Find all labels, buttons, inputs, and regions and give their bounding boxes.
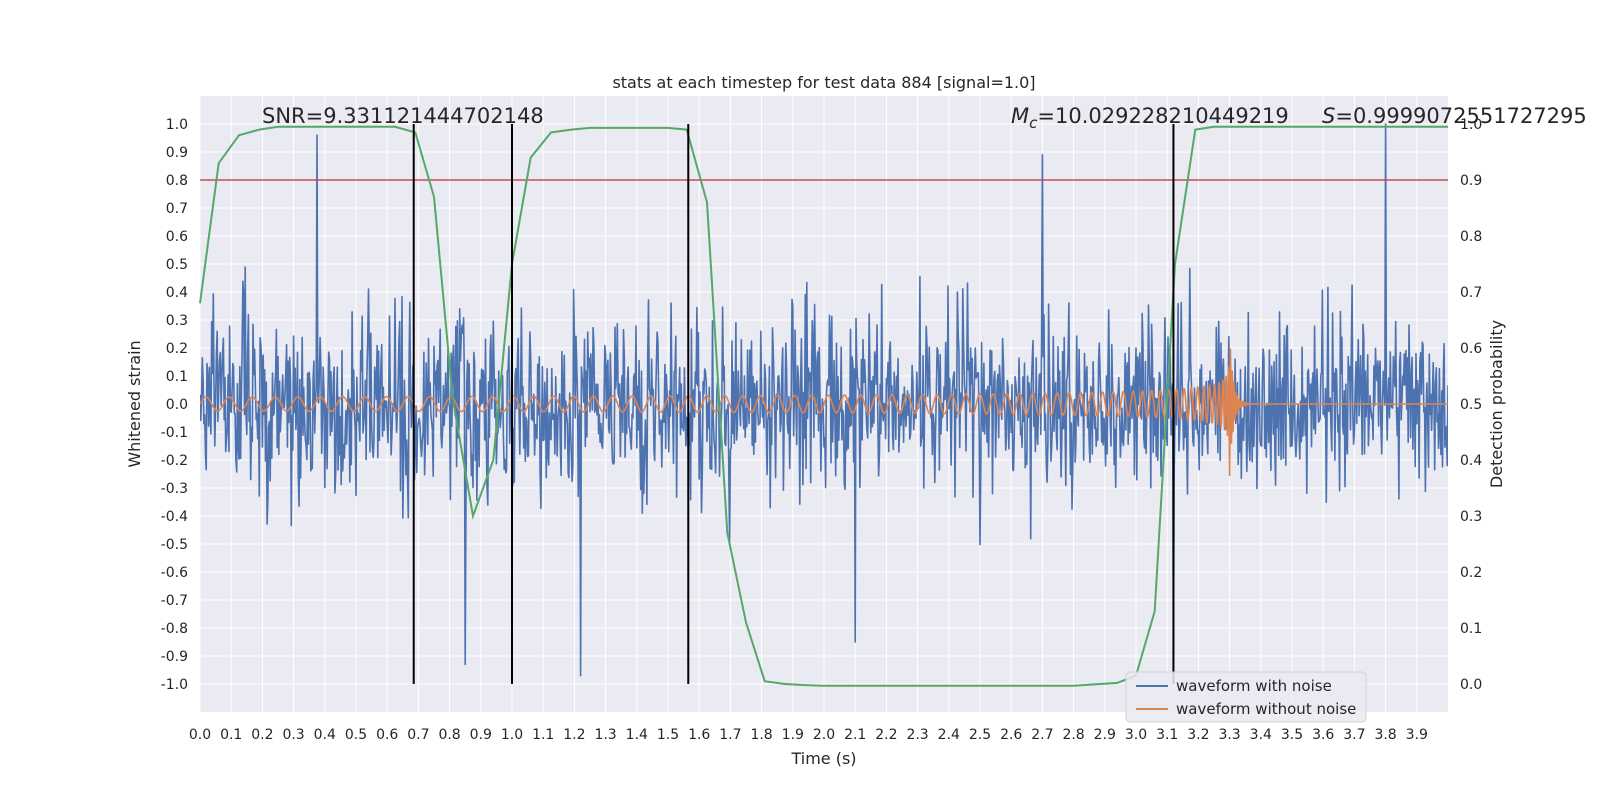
y-tick-label: 0.1 — [166, 369, 188, 385]
x-tick-label: 3.8 — [1374, 727, 1396, 743]
chart-title: stats at each timestep for test data 884… — [612, 73, 1035, 92]
chirp-mass-value: =10.029228210449219 — [1037, 104, 1288, 128]
x-tick-label: 0.9 — [470, 727, 492, 743]
x-tick-label: 3.0 — [1125, 727, 1147, 743]
y-tick-label: 0.6 — [166, 229, 188, 245]
x-tick-label: 3.9 — [1406, 727, 1428, 743]
y-tick-label: -0.6 — [161, 565, 188, 581]
x-tick-label: 1.1 — [532, 727, 554, 743]
s-symbol: S — [1322, 104, 1335, 128]
y2-tick-label: 0.8 — [1460, 229, 1482, 245]
x-tick-label: 0.4 — [314, 727, 336, 743]
y2-tick-label: 0.5 — [1460, 397, 1482, 413]
x-tick-label: 2.8 — [1062, 727, 1084, 743]
x-tick-label: 3.3 — [1218, 727, 1240, 743]
y2-tick-label: 0.1 — [1460, 621, 1482, 637]
y-tick-label: -0.4 — [161, 509, 188, 525]
y-tick-label: -0.3 — [161, 481, 188, 497]
x-tick-label: 0.7 — [407, 727, 429, 743]
y2-tick-label: 0.7 — [1460, 285, 1482, 301]
x-tick-label: 3.4 — [1250, 727, 1272, 743]
x-axis-label: Time (s) — [790, 749, 856, 768]
x-tick-label: 0.3 — [282, 727, 304, 743]
x-tick-label: 3.7 — [1343, 727, 1365, 743]
y-tick-label: -0.8 — [161, 621, 188, 637]
chirp-mass-subscript: c — [1029, 114, 1038, 132]
series-waveform-without-noise — [200, 348, 1448, 477]
x-tick-label: 1.3 — [594, 727, 616, 743]
y-tick-label: 0.7 — [166, 201, 188, 217]
x-tick-label: 1.9 — [782, 727, 804, 743]
x-tick-label: 0.1 — [220, 727, 242, 743]
chirp-mass-symbol: M — [1011, 104, 1029, 128]
y-tick-label: 0.9 — [166, 145, 188, 161]
x-tick-label: 2.9 — [1094, 727, 1116, 743]
y2-tick-label: 0.4 — [1460, 453, 1482, 469]
y2-tick-label: 0.0 — [1460, 677, 1482, 693]
snr-annotation: SNR=9.331121444702148 — [262, 104, 544, 128]
legend: waveform with noise waveform without noi… — [1125, 671, 1367, 723]
x-tick-label: 3.2 — [1187, 727, 1209, 743]
x-tick-label: 1.7 — [719, 727, 741, 743]
y-tick-label: 0.3 — [166, 313, 188, 329]
y-tick-label: 0.2 — [166, 341, 188, 357]
y-tick-label: -0.2 — [161, 453, 188, 469]
x-tick-label: 2.1 — [844, 727, 866, 743]
y-tick-label: 0.8 — [166, 173, 188, 189]
x-tick-label: 2.5 — [969, 727, 991, 743]
x-tick-label: 1.5 — [657, 727, 679, 743]
x-tick-label: 0.5 — [345, 727, 367, 743]
y-tick-label: -0.5 — [161, 537, 188, 553]
s-value: =0.9999072551727295 — [1335, 104, 1586, 128]
series-waveform-with-noise — [200, 123, 1448, 677]
y-tick-label: -0.7 — [161, 593, 188, 609]
y-tick-label: 1.0 — [166, 117, 188, 133]
y2-tick-label: 0.2 — [1460, 565, 1482, 581]
x-tick-label: 2.0 — [813, 727, 835, 743]
x-tick-label: 2.3 — [906, 727, 928, 743]
x-tick-label: 3.5 — [1281, 727, 1303, 743]
x-tick-label: 0.2 — [251, 727, 273, 743]
s-annotation: S=0.9999072551727295 — [1322, 104, 1587, 128]
legend-label-with-noise: waveform with noise — [1176, 677, 1332, 695]
y2-tick-label: 0.9 — [1460, 173, 1482, 189]
y-tick-label: -1.0 — [161, 677, 188, 693]
x-tick-label: 2.2 — [875, 727, 897, 743]
axes: 0.0 0.1 0.2 0.3 0.4 0.5 0.6 0.7 0.8 0.9 1.0 1.1 1.2 1… — [161, 117, 1483, 743]
x-tick-label: 1.4 — [626, 727, 648, 743]
x-tick-label: 3.1 — [1156, 727, 1178, 743]
x-tick-label: 2.7 — [1031, 727, 1053, 743]
x-tick-label: 2.6 — [1000, 727, 1022, 743]
x-tick-label: 0.0 — [189, 727, 211, 743]
y-tick-label: 0.5 — [166, 257, 188, 273]
y2-tick-label: 0.6 — [1460, 341, 1482, 357]
y-axis-label: Whitened strain — [125, 340, 144, 467]
x-tick-label: 1.8 — [750, 727, 772, 743]
y-tick-label: -0.1 — [161, 425, 188, 441]
x-tick-label: 0.6 — [376, 727, 398, 743]
legend-label-without-noise: waveform without noise — [1176, 700, 1356, 718]
chirp-mass-annotation: Mc=10.029228210449219 — [1011, 104, 1289, 132]
y2-tick-label: 0.3 — [1460, 509, 1482, 525]
x-tick-label: 3.6 — [1312, 727, 1334, 743]
x-tick-label: 2.4 — [938, 727, 960, 743]
y2-tick-label: 1.0 — [1460, 117, 1482, 133]
series-layer — [200, 123, 1448, 677]
x-tick-label: 1.0 — [501, 727, 523, 743]
legend-box — [1125, 671, 1367, 723]
x-tick-label: 0.8 — [438, 727, 460, 743]
y-tick-label: 0.0 — [166, 397, 188, 413]
y2-axis-label: Detection probability — [1487, 320, 1506, 488]
y-tick-label: -0.9 — [161, 649, 188, 665]
y-tick-label: 0.4 — [166, 285, 188, 301]
x-tick-label: 1.2 — [563, 727, 585, 743]
x-tick-label: 1.6 — [688, 727, 710, 743]
